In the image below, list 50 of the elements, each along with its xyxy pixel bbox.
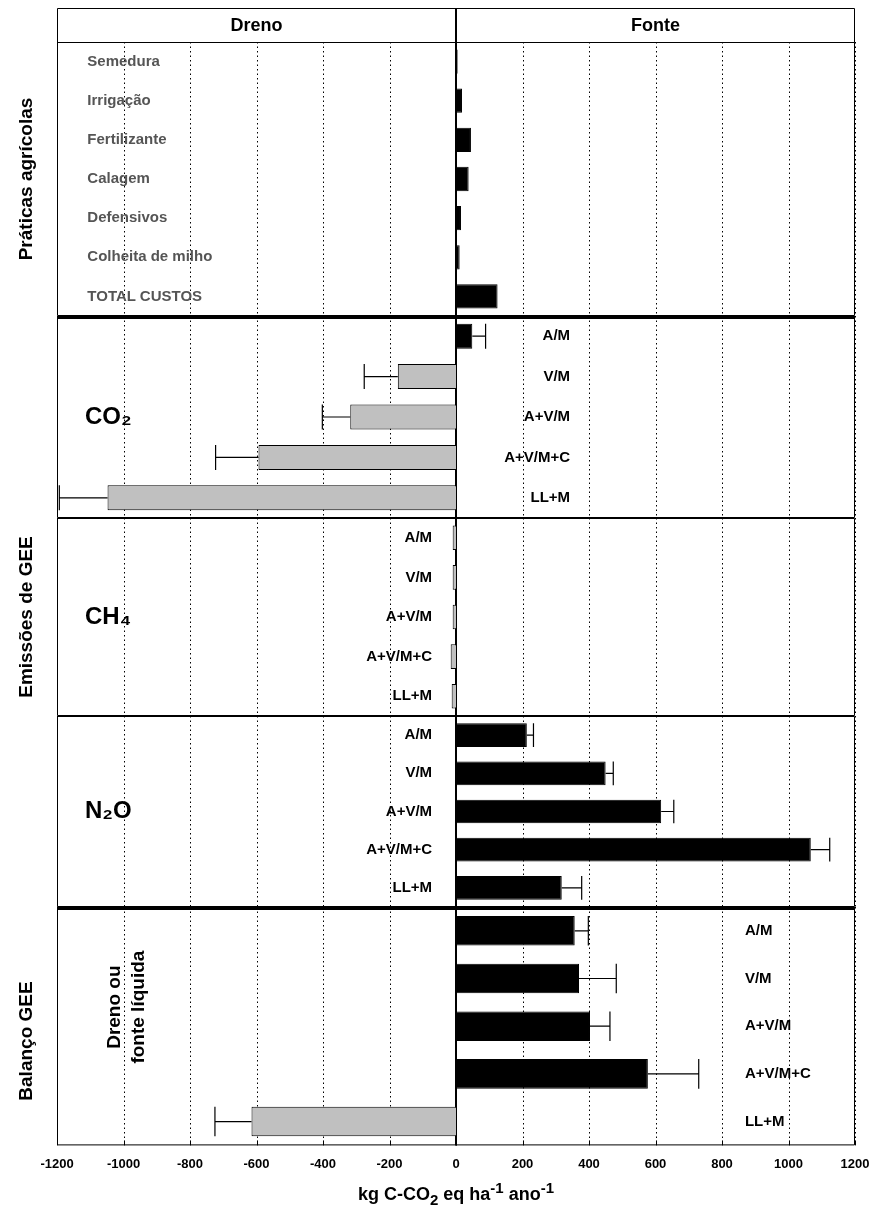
- category-label: A/M: [542, 326, 571, 344]
- category-label: A+V/M+C: [744, 1064, 811, 1082]
- x-tick-label: -600: [243, 1155, 270, 1171]
- y-axis-title: Balanço GEE: [15, 981, 37, 1101]
- category-label: A/M: [404, 725, 433, 743]
- annotation: CH₄: [85, 601, 132, 629]
- category-label: V/M: [405, 763, 433, 781]
- x-tick-label: -400: [309, 1155, 337, 1171]
- category-label: A+V/M+C: [366, 646, 433, 664]
- category-label: Calagem: [87, 169, 150, 187]
- y-axis-title: Emissões de GEE: [15, 536, 37, 698]
- x-tick-label: 1000: [774, 1155, 803, 1171]
- y-axis-title: Práticas agrícolas: [15, 97, 37, 261]
- category-label: A+V/M+C: [366, 839, 433, 857]
- text: Dreno: [230, 14, 283, 35]
- category-label: V/M: [744, 968, 772, 986]
- category-label: A+V/M: [385, 801, 433, 819]
- category-label: A/M: [404, 527, 433, 545]
- category-label: TOTAL CUSTOS: [87, 286, 203, 304]
- category-label: A+V/M: [744, 1016, 792, 1034]
- category-label: Fertilizante: [87, 130, 167, 147]
- annotation: CO₂: [85, 401, 132, 429]
- x-tick-label: 200: [511, 1155, 534, 1171]
- category-label: Defensivos: [87, 208, 168, 226]
- category-label: A+V/M: [385, 607, 433, 625]
- category-label: LL+M: [744, 1111, 785, 1129]
- category-label: Colheita de milho: [87, 247, 213, 265]
- x-tick-label: -1200: [40, 1155, 74, 1171]
- x-tick-label: 0: [452, 1155, 460, 1171]
- category-label: LL+M: [392, 686, 433, 704]
- category-label: A+V/M: [523, 407, 571, 425]
- x-tick-label: -1000: [106, 1155, 141, 1171]
- x-tick-label: -200: [376, 1155, 403, 1171]
- annotation: N₂O: [85, 796, 132, 824]
- x-tick-label: 800: [711, 1155, 733, 1171]
- category-label: A/M: [744, 920, 773, 938]
- category-label: Irrigação: [87, 90, 151, 108]
- category-label: V/M: [405, 567, 433, 585]
- category-label: LL+M: [530, 487, 571, 505]
- category-label: Semedura: [87, 51, 160, 69]
- category-label: A+V/M+C: [504, 447, 571, 465]
- category-label: V/M: [543, 366, 571, 384]
- x-tick-label: 600: [644, 1155, 667, 1171]
- x-tick-label: -800: [176, 1155, 204, 1171]
- annotation: Dreno ou fonte líquida: [103, 950, 149, 1064]
- x-axis-title: kg C-CO$_{2}$ eq ha$^{-1}$ ano$^{-1}$: [356, 1179, 556, 1208]
- category-label: LL+M: [392, 878, 433, 896]
- text: Fonte: [631, 14, 680, 35]
- x-tick-label: 400: [578, 1155, 600, 1171]
- x-tick-label: 1200: [840, 1155, 870, 1171]
